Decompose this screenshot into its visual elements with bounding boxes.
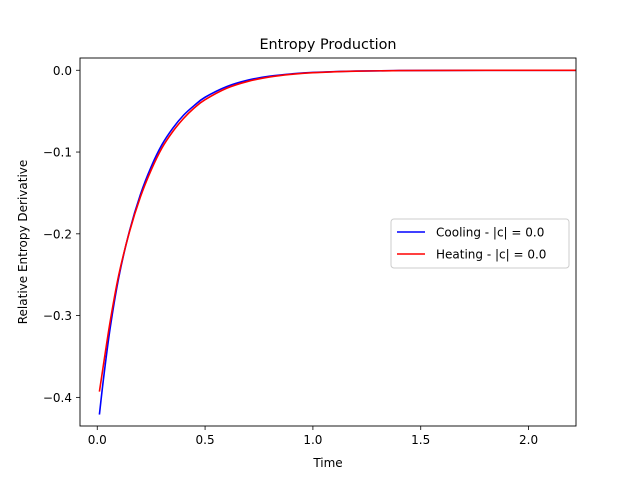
legend: Cooling - |c| = 0.0 Heating - |c| = 0.0	[390, 218, 570, 269]
legend-box	[390, 218, 570, 269]
legend-label: Heating - |c| = 0.0	[436, 248, 546, 262]
series-line-heating	[98, 69, 577, 392]
y-tick-label: −0.1	[43, 146, 72, 160]
x-axis-label: Time	[312, 456, 342, 470]
x-tick-label: 1.5	[411, 433, 430, 447]
x-tick-label: 0.0	[88, 433, 107, 447]
y-tick-label: −0.3	[43, 309, 72, 323]
chart-title: Entropy Production	[259, 37, 396, 53]
y-tick-label: 0.0	[53, 64, 72, 78]
x-tick-label: 2.0	[519, 433, 538, 447]
y-tick-label: −0.4	[43, 391, 72, 405]
plot-frame	[79, 57, 577, 427]
series-lines	[98, 69, 577, 415]
legend-label: Cooling - |c| = 0.0	[436, 226, 544, 240]
y-tick-label: −0.2	[43, 227, 72, 241]
x-tick-label: 1.0	[303, 433, 322, 447]
y-axis: 0.0 −0.1 −0.2 −0.3 −0.4	[43, 64, 80, 405]
x-axis: 0.0 0.5 1.0 1.5 2.0	[88, 426, 538, 447]
y-axis-label: Relative Entropy Derivative	[16, 160, 30, 325]
x-tick-label: 0.5	[196, 433, 215, 447]
